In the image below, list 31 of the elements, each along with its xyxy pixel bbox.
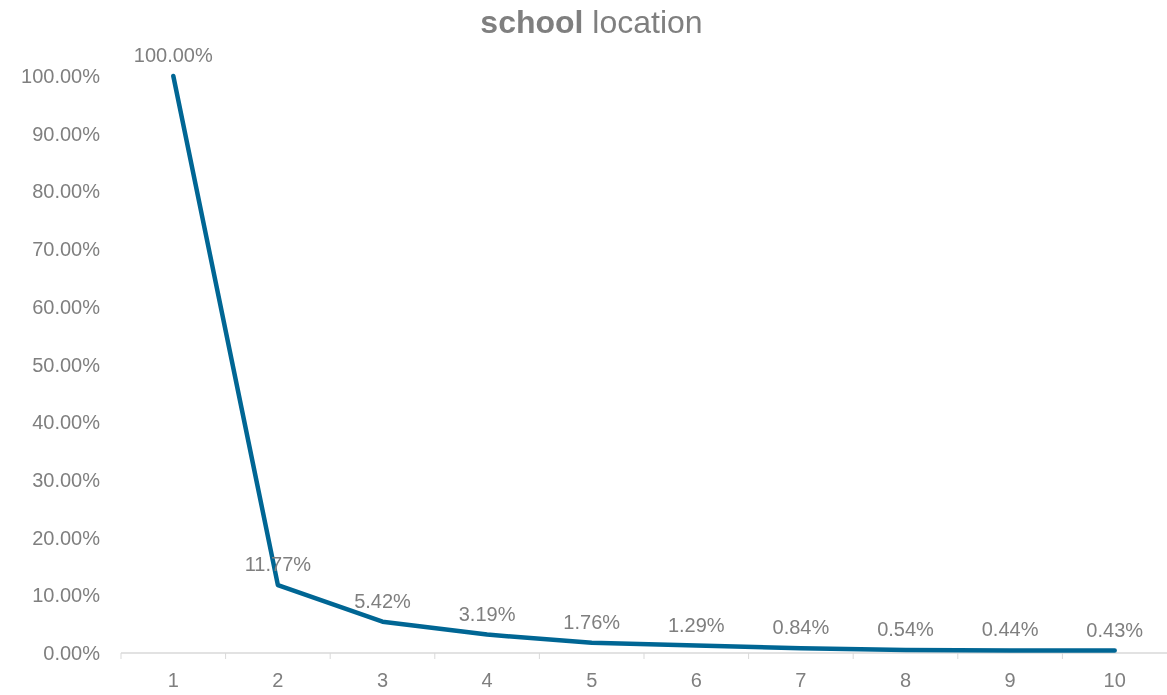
- y-tick-label: 70.00%: [32, 238, 101, 261]
- y-tick-label: 0.00%: [43, 642, 101, 664]
- y-tick-label: 80.00%: [32, 180, 101, 203]
- chart-title: school location: [480, 4, 703, 40]
- x-tick-label: 1: [167, 669, 179, 691]
- y-tick-label: 50.00%: [32, 353, 101, 376]
- x-tick-label: 9: [1004, 669, 1016, 691]
- x-tick-label: 2: [272, 669, 284, 691]
- y-tick-label: 60.00%: [32, 295, 101, 318]
- y-tick-label: 100.00%: [21, 65, 101, 87]
- data-label: 5.42%: [354, 589, 412, 612]
- x-tick-label: 10: [1103, 669, 1126, 691]
- data-label: 0.44%: [981, 618, 1039, 641]
- x-tick-label: 8: [899, 669, 912, 691]
- x-tick-label: 3: [376, 669, 389, 691]
- x-tick-label: 5: [586, 669, 598, 691]
- data-label: 1.76%: [563, 610, 621, 633]
- y-tick-label: 10.00%: [32, 584, 101, 607]
- y-tick-label: 20.00%: [32, 526, 101, 549]
- x-tick-label: 7: [795, 669, 807, 691]
- x-tick-label: 4: [481, 669, 493, 691]
- y-tick-label: 90.00%: [32, 122, 101, 145]
- data-label: 3.19%: [458, 602, 516, 625]
- data-label: 0.54%: [877, 617, 935, 640]
- data-label: 100.00%: [133, 44, 213, 66]
- x-tick-label: 6: [690, 669, 702, 691]
- data-label: 0.43%: [1086, 618, 1144, 641]
- y-tick-label: 40.00%: [32, 411, 101, 434]
- data-label: 0.84%: [772, 616, 830, 639]
- data-label: 1.29%: [667, 613, 725, 636]
- y-tick-label: 30.00%: [32, 468, 101, 491]
